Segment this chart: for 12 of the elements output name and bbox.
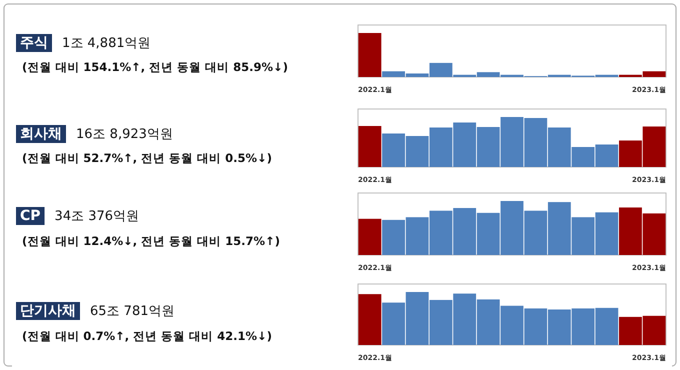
text: (전월 대비 0.7%↑, 전년 동월 대비 42.1%↓) xyxy=(22,329,272,343)
text: (전월 대비 52.7%↑, 전년 동월 대비 0.5%↓) xyxy=(22,151,272,165)
text: CP xyxy=(20,208,41,224)
text: 회사채 xyxy=(20,126,62,142)
text: 16조 8,923억원 xyxy=(76,127,173,142)
text: 주식 xyxy=(20,35,48,51)
text: 34조 376억원 xyxy=(54,209,140,224)
text: 1조 4,881억원 xyxy=(62,36,151,51)
text: (전월 대비 12.4%↓, 전년 동월 대비 15.7%↑) xyxy=(22,234,280,248)
text: 65조 781억원 xyxy=(90,304,174,319)
text: (전월 대비 154.1%↑, 전년 동월 대비 85.9%↓) xyxy=(22,60,288,74)
text: 단기사채 xyxy=(20,303,76,319)
